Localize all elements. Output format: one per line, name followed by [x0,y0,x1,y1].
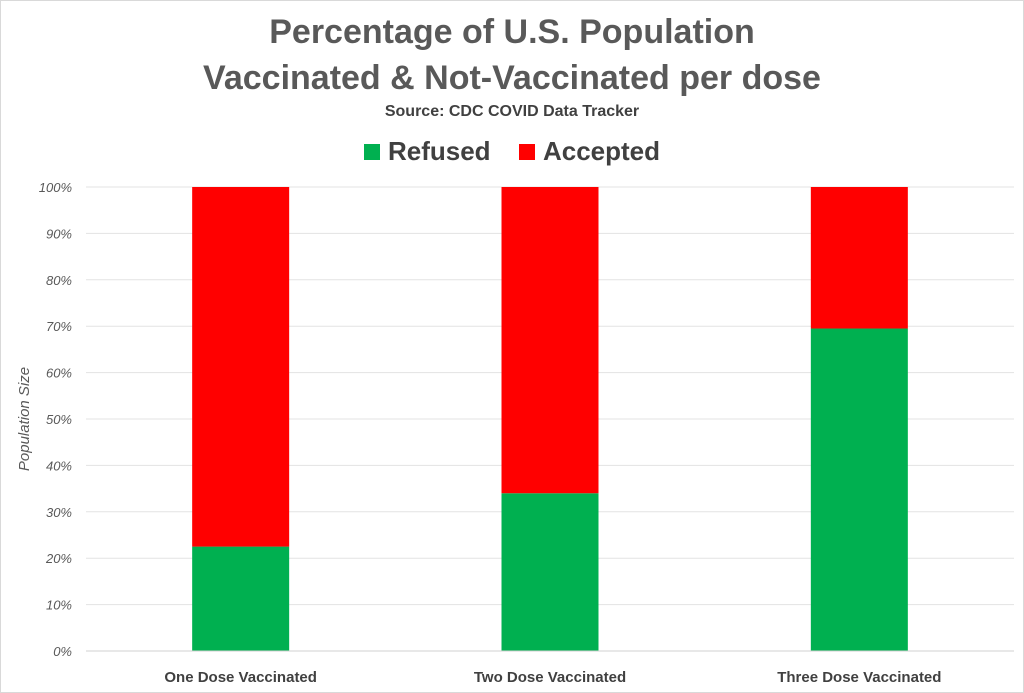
y-tick-label: 50% [46,412,72,427]
chart-legend: Refused Accepted [0,136,1024,167]
y-tick-label: 30% [46,505,72,520]
x-category-label: Three Dose Vaccinated [777,669,941,686]
bars [192,187,908,651]
bar-accepted-3 [810,187,908,329]
bar-refused-1 [192,546,290,651]
y-tick-label: 10% [46,598,72,613]
legend-item-refused: Refused [363,136,491,167]
x-category-label: Two Dose Vaccinated [474,669,626,686]
y-tick-label: 0% [53,644,72,659]
y-tick-label: 80% [46,273,72,288]
y-tick-label: 40% [46,458,72,473]
legend-label-refused: Refused [387,136,491,166]
y-tick-label: 20% [45,551,72,566]
chart-title-line-1: Percentage of U.S. Population [269,13,755,51]
legend-swatch-accepted [518,143,535,160]
legend-item-accepted: Accepted [518,136,661,167]
bar-accepted-2 [501,187,599,494]
chart-title-line-2: Vaccinated & Not-Vaccinated per dose [203,59,821,97]
bar-refused-2 [501,493,599,651]
y-tick-label: 60% [46,366,72,381]
legend-swatch-refused [363,143,380,160]
chart-subtitle: Source: CDC COVID Data Tracker [384,103,640,120]
x-axis-category-labels: One Dose Vaccinated Two Dose Vaccinated Th… [164,669,941,686]
y-axis-title: Population Size [16,367,33,471]
y-tick-label: 100% [39,180,72,195]
y-tick-label: 90% [46,226,72,241]
legend-label-accepted: Accepted [542,136,661,166]
y-tick-label: 70% [46,319,72,334]
bar-refused-3 [810,328,908,651]
bar-accepted-1 [192,187,290,547]
x-category-label: One Dose Vaccinated [164,669,317,686]
y-axis-tick-labels: 0% 10% 20% 30% 40% 50% 60% 70% 80% 90% 100% [39,180,72,659]
